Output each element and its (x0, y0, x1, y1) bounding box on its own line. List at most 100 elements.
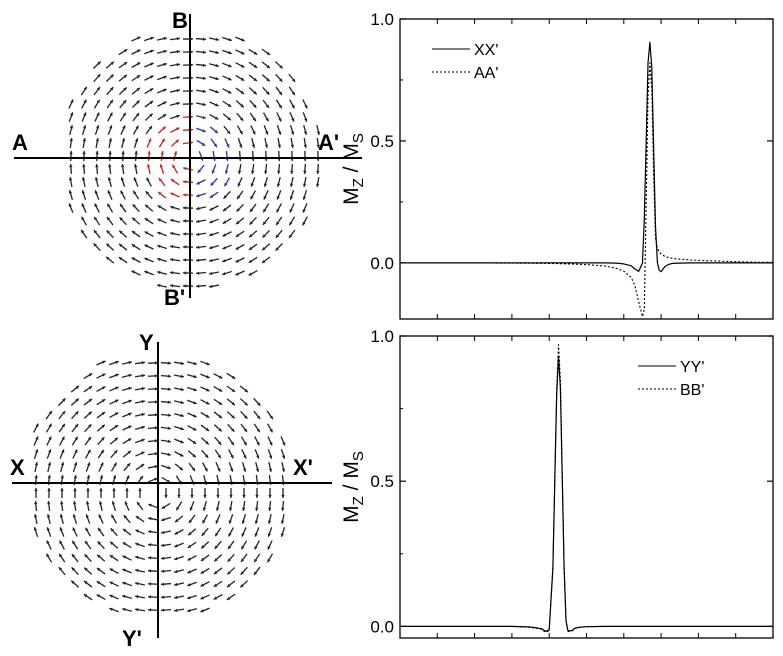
field-bottom-arrow (33, 527, 39, 537)
field-bottom-arrow (97, 449, 105, 459)
field-top-arrow (169, 284, 181, 288)
field-bottom-arrow (227, 436, 235, 446)
field-bottom-arrow (214, 527, 222, 537)
field-top-arrow (195, 206, 207, 211)
field-bottom-arrow (213, 373, 223, 379)
field-bottom-arrow (241, 449, 247, 459)
field-bottom-arrow (84, 449, 92, 459)
field-bottom-arrow (109, 373, 119, 379)
field-top-arrow (290, 150, 294, 162)
field-top-arrow (160, 150, 164, 162)
field-top-arrow (235, 270, 245, 276)
field-bottom-arrow (112, 488, 116, 498)
field-bottom-arrow (267, 449, 273, 459)
field-top-arrow (302, 203, 308, 213)
field-top-arrow (131, 74, 141, 82)
field-top-arrow (235, 230, 245, 238)
field-top-arrow (303, 163, 307, 175)
field-bottom-arrow (187, 425, 197, 431)
field-top-arrow (81, 203, 87, 213)
field-top-arrow (262, 216, 270, 226)
field-bottom-arrow (84, 436, 92, 446)
field-top-arrow (93, 216, 101, 226)
field-bottom-arrow (96, 567, 106, 575)
field-top-arrow (81, 99, 87, 109)
field-top-arrow (93, 99, 101, 109)
field-bottom-arrow (73, 488, 77, 498)
field-top-arrow (276, 125, 282, 135)
field-bottom-arrow (215, 514, 221, 524)
field-top-arrow (210, 177, 218, 187)
field-top-arrow (248, 87, 258, 95)
field-top-arrow (131, 217, 141, 225)
field-top-arrow (133, 125, 139, 135)
field-top-arrow (131, 61, 141, 69)
field-bottom-arrow (175, 501, 183, 511)
field-top-arrow (120, 125, 126, 135)
field-bottom-arrow (253, 566, 261, 576)
field-top-arrow (80, 229, 88, 239)
field-bottom-arrow (160, 452, 172, 457)
field-top-arrow (133, 177, 139, 187)
field-top-arrow (68, 203, 74, 213)
field-top-arrow (289, 112, 295, 122)
field-bottom-arrow (96, 373, 106, 379)
field-bottom-arrow (241, 527, 247, 537)
field-bottom-arrow (122, 412, 132, 418)
field-top-arrow (182, 37, 194, 41)
field-bottom-arrow (174, 463, 184, 471)
field-top-arrow (211, 164, 217, 174)
field-top-arrow (182, 245, 194, 249)
field-bottom-arrow (83, 385, 93, 393)
field-top-arrow (69, 163, 73, 175)
field-top-arrow (261, 74, 271, 82)
field-bottom-arrow (200, 373, 210, 379)
field-bottom-arrow (58, 423, 66, 433)
field-top-arrow (275, 73, 283, 83)
field-top-arrow (222, 75, 232, 81)
field-bottom-arrow (72, 449, 78, 459)
field-bottom-arrow (59, 514, 64, 524)
field-bottom-arrow (281, 461, 286, 473)
field-top-arrow (222, 244, 232, 250)
field-bottom-arrow (34, 461, 39, 473)
field-top-arrow (209, 75, 219, 81)
field-bottom-arrow (83, 593, 93, 601)
field-bottom-arrow (47, 461, 52, 473)
field-top-arrow (236, 190, 244, 200)
field-bottom-arrow (200, 437, 210, 445)
field-top-arrow (157, 218, 167, 224)
field-bottom-arrow (71, 553, 79, 563)
legend-bottom: YY' BB' (638, 359, 704, 399)
field-bottom-arrow (200, 581, 210, 587)
field-top-arrow (68, 99, 74, 109)
field-top-arrow (82, 150, 86, 162)
field-top-arrow (169, 37, 181, 41)
field-top-arrow (182, 63, 194, 67)
field-top-arrow (131, 87, 141, 95)
field-bottom-arrow (226, 411, 236, 419)
field-bottom-arrow (96, 424, 106, 432)
field-bottom-arrow (200, 424, 210, 432)
arrow-group-top (68, 36, 321, 289)
field-bottom-arrow (226, 398, 236, 406)
field-bottom-arrow (147, 569, 159, 573)
field-bottom-arrow (96, 580, 106, 588)
field-top-arrow (80, 216, 88, 226)
field-bottom-arrow (213, 554, 223, 562)
field-bottom-arrow (188, 462, 196, 472)
field-top-arrow (68, 190, 74, 200)
field-top-arrow (146, 163, 151, 175)
field-bottom-arrow (59, 436, 65, 446)
y-label-sep-top: / M (340, 143, 363, 178)
field-top-arrow (118, 243, 128, 251)
field-top-arrow (182, 115, 194, 119)
field-top-arrow (93, 86, 101, 96)
field-top-arrow (209, 88, 219, 94)
field-bottom-arrow (226, 567, 236, 575)
field-top-arrow (182, 232, 194, 236)
field-bottom-arrow (174, 542, 184, 548)
axis-label-left-top: A (12, 130, 28, 155)
field-top-arrow (237, 177, 243, 187)
field-top-arrow (209, 218, 219, 224)
